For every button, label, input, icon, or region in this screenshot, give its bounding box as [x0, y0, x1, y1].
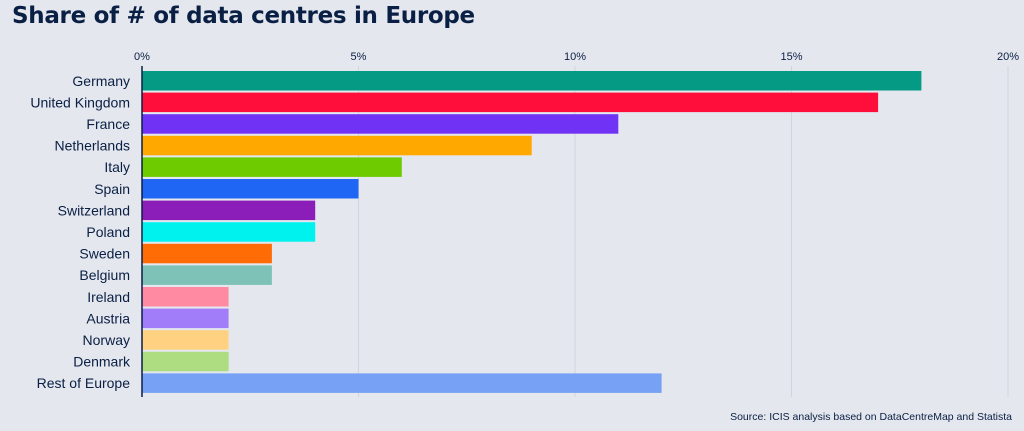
bar — [142, 200, 316, 221]
category-labels: Germany United Kingdom France Netherlands It… — [30, 73, 131, 391]
category-label: Netherlands — [55, 138, 131, 154]
category-label: United Kingdom — [30, 94, 130, 110]
bar — [142, 287, 229, 307]
category-label: Poland — [86, 224, 130, 240]
category-label: Germany — [72, 73, 130, 89]
category-label: Ireland — [87, 289, 130, 305]
x-tick-label: 5% — [351, 51, 367, 63]
bar — [142, 92, 879, 113]
category-label: Rest of Europe — [37, 375, 131, 391]
category-label: Italy — [104, 159, 130, 175]
category-label: Belgium — [79, 267, 130, 283]
bar — [142, 135, 532, 156]
category-label: France — [86, 116, 130, 132]
x-tick-label: 10% — [564, 51, 586, 63]
bar — [142, 157, 402, 177]
bar — [142, 373, 662, 393]
source-note: Source: ICIS analysis based on DataCentr… — [730, 411, 1012, 423]
bar — [142, 243, 272, 264]
bar — [142, 179, 359, 199]
bar — [142, 330, 229, 350]
bar — [142, 308, 229, 329]
bar — [142, 222, 316, 242]
category-label: Switzerland — [58, 202, 130, 218]
bar — [142, 265, 272, 285]
bars — [142, 71, 922, 393]
category-label: Norway — [83, 332, 130, 348]
x-axis-ticks: 0% 5% 10% 15% 20% — [134, 51, 1019, 63]
category-label: Austria — [86, 310, 130, 326]
bar — [142, 351, 229, 372]
category-label: Spain — [94, 181, 130, 197]
x-tick-label: 15% — [780, 51, 802, 63]
bar — [142, 114, 619, 134]
bar — [142, 71, 922, 91]
category-label: Sweden — [79, 246, 130, 262]
x-tick-label: 0% — [134, 51, 150, 63]
x-tick-label: 20% — [997, 51, 1019, 63]
chart-title: Share of # of data centres in Europe — [12, 3, 475, 29]
category-label: Denmark — [73, 354, 131, 370]
